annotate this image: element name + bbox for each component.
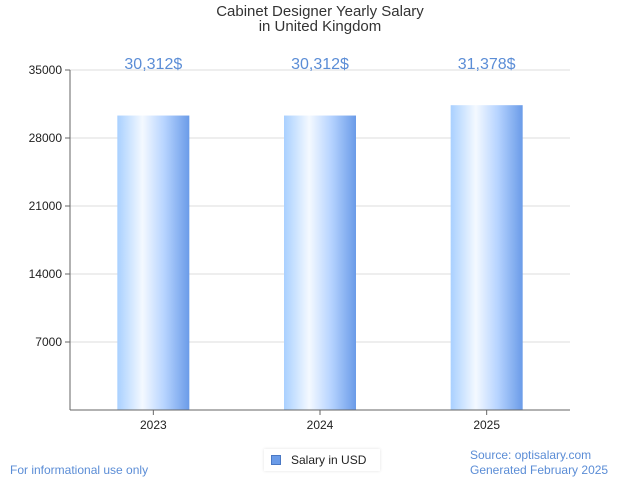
bar-2023[interactable]	[117, 115, 190, 410]
bar-2025[interactable]	[450, 105, 523, 410]
y-tick-label: 14000	[29, 267, 63, 281]
y-tick-label: 28000	[29, 131, 63, 145]
legend-swatch	[271, 455, 281, 465]
x-tick-label: 2023	[140, 418, 167, 432]
chart-title: Cabinet Designer Yearly Salary in United…	[0, 4, 640, 34]
data-label-2024: 30,312$	[291, 56, 349, 73]
data-label-2023: 30,312$	[124, 56, 182, 73]
y-tick-label: 35000	[29, 63, 63, 77]
legend[interactable]: Salary in USD	[264, 449, 380, 471]
footer-source-block: Source: optisalary.com Generated Februar…	[470, 448, 608, 478]
footer-source: Source: optisalary.com	[470, 448, 592, 462]
bars	[117, 105, 523, 410]
chart-title-line1: Cabinet Designer Yearly Salary	[216, 3, 424, 20]
y-tick-label: 7000	[35, 335, 62, 349]
chart-title-line2: in United Kingdom	[258, 18, 382, 35]
footer-generated: Generated February 2025	[470, 463, 609, 477]
y-tick-label: 21000	[29, 199, 63, 213]
x-tick-label: 2025	[473, 418, 500, 432]
data-labels: 30,312$ 30,312$ 31,378$	[124, 56, 515, 73]
x-tick-label: 2024	[307, 418, 334, 432]
axes: 7000 14000 21000 28000 35000 2023 2024 2025	[29, 63, 570, 432]
footer-disclaimer: For informational use only	[10, 463, 149, 477]
bar-2024[interactable]	[284, 115, 356, 410]
legend-label: Salary in USD	[291, 453, 367, 467]
data-label-2025: 31,378$	[458, 56, 516, 73]
